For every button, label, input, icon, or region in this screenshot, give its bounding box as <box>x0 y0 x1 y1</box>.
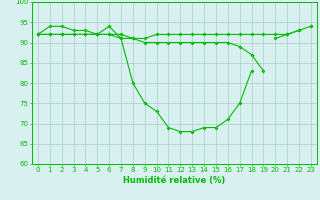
X-axis label: Humidité relative (%): Humidité relative (%) <box>123 176 226 185</box>
